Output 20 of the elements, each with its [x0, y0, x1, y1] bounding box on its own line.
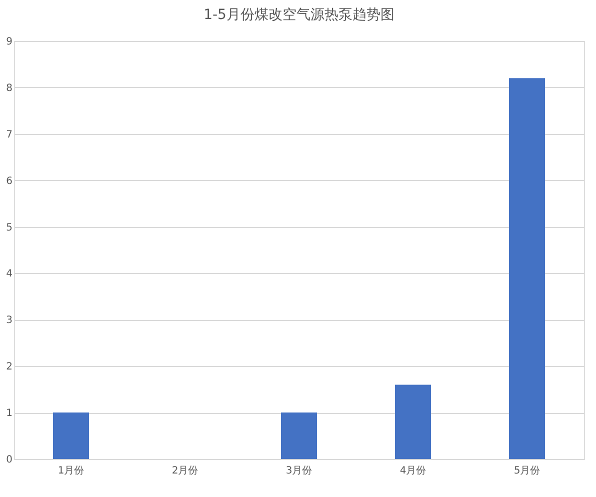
chart-title: 1-5月份煤改空气源热泵趋势图	[204, 7, 394, 23]
y-tick-label: 3	[6, 315, 12, 326]
y-tick-label: 8	[6, 82, 12, 94]
y-tick-label: 6	[6, 176, 12, 187]
x-tick-label: 3月份	[286, 466, 312, 476]
bar	[509, 78, 545, 459]
y-tick-label: 1	[6, 408, 12, 420]
bar	[395, 384, 431, 459]
y-tick-label: 9	[6, 36, 12, 48]
y-tick-label: 4	[6, 268, 12, 280]
y-tick-label: 0	[6, 454, 12, 466]
bar	[281, 412, 317, 459]
y-tick-label: 2	[6, 362, 12, 373]
x-tick-label: 1月份	[58, 466, 84, 476]
bar	[53, 412, 89, 459]
y-tick-label: 7	[6, 129, 12, 140]
y-tick-label: 5	[6, 222, 12, 234]
x-tick-label: 4月份	[400, 466, 426, 476]
x-tick-label: 5月份	[514, 466, 540, 476]
x-tick-label: 2月份	[172, 466, 198, 476]
